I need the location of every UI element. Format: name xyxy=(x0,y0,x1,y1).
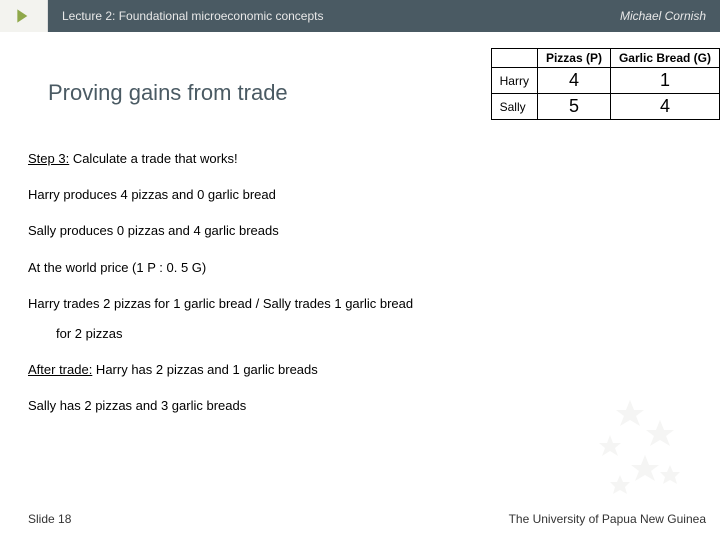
lecture-title: Lecture 2: Foundational microeconomic co… xyxy=(62,9,323,23)
row-name: Harry xyxy=(491,68,537,94)
row-val: 1 xyxy=(610,68,719,94)
topbar: Lecture 2: Foundational microeconomic co… xyxy=(0,0,720,32)
slide: Lecture 2: Foundational microeconomic co… xyxy=(0,0,720,540)
body-line-indent: for 2 pizzas xyxy=(56,325,700,343)
row-val: 5 xyxy=(537,94,610,120)
row-name: Sally xyxy=(491,94,537,120)
row-val: 4 xyxy=(610,94,719,120)
step-label: Step 3: xyxy=(28,151,69,166)
author-name: Michael Cornish xyxy=(620,9,706,23)
body-line: Harry produces 4 pizzas and 0 garlic bre… xyxy=(28,186,700,204)
table-header-blank xyxy=(491,49,537,68)
titlebar: Lecture 2: Foundational microeconomic co… xyxy=(48,0,720,32)
table-row: Harry 4 1 xyxy=(491,68,719,94)
body-line: At the world price (1 P : 0. 5 G) xyxy=(28,259,700,277)
after-text: Harry has 2 pizzas and 1 garlic breads xyxy=(92,362,317,377)
footer: Slide 18 The University of Papua New Gui… xyxy=(28,512,706,526)
after-line: After trade: Harry has 2 pizzas and 1 ga… xyxy=(28,361,700,379)
org-name: The University of Papua New Guinea xyxy=(509,512,706,526)
table-row: Sally 5 4 xyxy=(491,94,719,120)
table-header-pizzas: Pizzas (P) xyxy=(537,49,610,68)
after-label: After trade: xyxy=(28,362,92,377)
body-line: Sally produces 0 pizzas and 4 garlic bre… xyxy=(28,222,700,240)
step-text: Calculate a trade that works! xyxy=(69,151,237,166)
body-line: Sally has 2 pizzas and 3 garlic breads xyxy=(28,397,700,415)
step-line: Step 3: Calculate a trade that works! xyxy=(28,150,700,168)
slide-number: Slide 18 xyxy=(28,512,71,526)
page-title: Proving gains from trade xyxy=(48,80,288,106)
production-table: Pizzas (P) Garlic Bread (G) Harry 4 1 Sa… xyxy=(491,48,720,120)
body-content: Step 3: Calculate a trade that works! Ha… xyxy=(28,150,700,434)
row-val: 4 xyxy=(537,68,610,94)
body-line: Harry trades 2 pizzas for 1 garlic bread… xyxy=(28,295,700,313)
arrow-icon xyxy=(0,0,48,32)
table-header-garlic: Garlic Bread (G) xyxy=(610,49,719,68)
